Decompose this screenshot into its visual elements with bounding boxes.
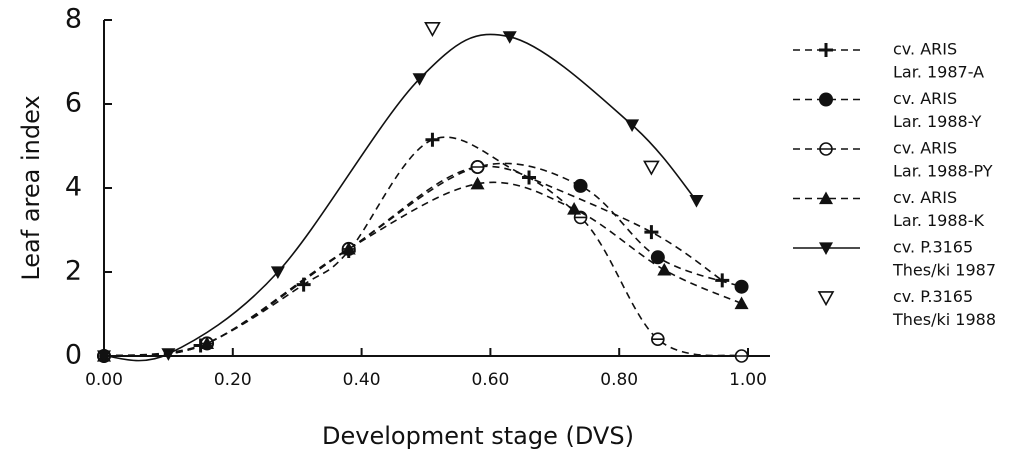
marker	[734, 349, 749, 363]
x-tick-label: 0.60	[471, 370, 509, 390]
marker	[734, 296, 749, 310]
marker	[412, 73, 427, 86]
marker	[817, 291, 835, 307]
x-tick-label: 0.20	[214, 370, 252, 390]
marker	[97, 350, 111, 363]
x-tick-label: 0.40	[343, 370, 381, 390]
x-tick-label: 0.80	[600, 370, 638, 390]
marker	[425, 132, 440, 147]
legend-label: cv. ARIS	[893, 139, 957, 158]
y-tick-label: 6	[65, 88, 82, 119]
y-tick-label: 4	[65, 172, 82, 203]
marker	[715, 273, 730, 288]
marker	[734, 279, 749, 294]
marker	[819, 191, 833, 205]
y-tick-label: 0	[65, 340, 82, 371]
marker	[470, 176, 485, 190]
marker	[470, 160, 485, 174]
marker	[424, 21, 441, 38]
x-axis-title: Development stage (DVS)	[322, 422, 634, 450]
legend-label: Lar. 1987-A	[893, 63, 984, 82]
series-line	[103, 181, 742, 357]
series-line	[103, 33, 698, 362]
marker	[651, 332, 665, 346]
marker	[270, 266, 285, 279]
y-axis-title: Leaf area index	[17, 95, 45, 280]
marker	[689, 195, 704, 208]
legend-label: cv. ARIS	[893, 40, 957, 59]
marker	[657, 262, 672, 276]
legend-label: Lar. 1988-K	[893, 211, 984, 230]
marker	[161, 348, 176, 361]
marker	[644, 225, 659, 240]
marker	[819, 92, 833, 107]
marker	[567, 202, 582, 215]
legend-label: cv. P.3165	[893, 238, 973, 257]
marker	[625, 119, 640, 132]
marker	[819, 242, 833, 255]
series-line	[103, 165, 742, 357]
marker	[643, 160, 660, 176]
legend-label: Lar. 1988-PY	[893, 162, 993, 181]
marker	[573, 178, 588, 193]
legend-label: Lar. 1988-Y	[893, 112, 982, 131]
legend-label: cv. ARIS	[893, 188, 957, 207]
series-line	[103, 136, 723, 357]
marker	[819, 142, 833, 156]
legend-label: cv. P.3165	[893, 287, 973, 306]
x-tick-label: 0.00	[85, 370, 123, 390]
series-line	[103, 162, 742, 357]
y-tick-label: 8	[65, 4, 82, 35]
y-tick-label: 2	[65, 256, 82, 287]
marker	[200, 336, 215, 349]
marker	[502, 31, 517, 44]
marker	[341, 241, 356, 255]
marker	[650, 250, 665, 265]
legend-label: Thes/ki 1988	[892, 310, 996, 329]
x-tick-label: 1.00	[729, 370, 767, 390]
marker	[819, 43, 833, 57]
legend-label: cv. ARIS	[893, 89, 957, 108]
legend-label: Thes/ki 1987	[892, 261, 996, 280]
